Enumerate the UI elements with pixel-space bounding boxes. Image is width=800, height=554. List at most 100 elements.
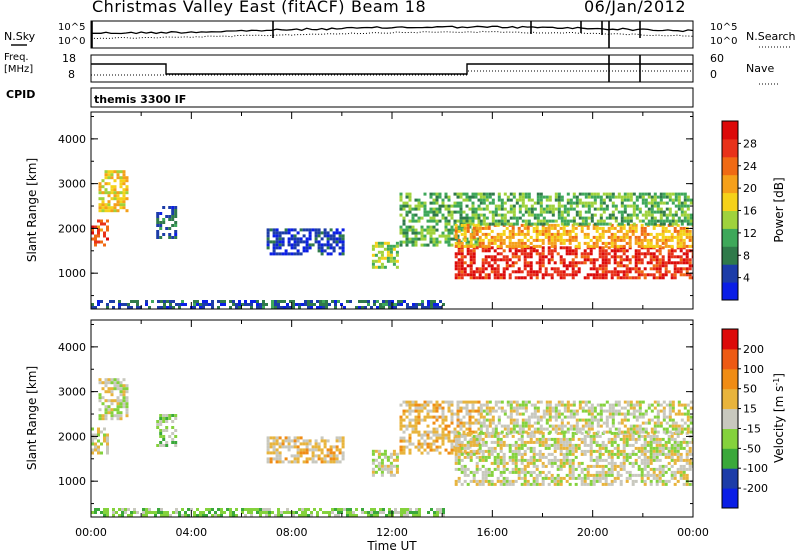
heatmap-cell xyxy=(163,511,166,514)
heatmap-cell xyxy=(256,306,259,309)
heatmap-cell xyxy=(688,449,692,453)
heatmap-cell xyxy=(283,511,286,514)
noise-sky-label: N.Sky xyxy=(4,30,36,43)
heatmap-cell xyxy=(610,255,614,259)
heatmap-cell xyxy=(571,446,575,450)
heatmap-cell xyxy=(608,195,612,199)
heatmap-cell xyxy=(604,446,608,450)
cpid-panel-frame xyxy=(90,87,694,108)
heatmap-cell xyxy=(535,252,539,256)
heatmap-cell xyxy=(429,216,433,220)
heatmap-cell xyxy=(592,482,596,486)
heatmap-cell xyxy=(656,424,660,428)
heatmap-cell xyxy=(481,473,485,477)
heatmap-cell xyxy=(475,267,479,271)
heatmap-cell xyxy=(664,238,668,242)
heatmap-cell xyxy=(509,427,513,431)
heatmap-cell xyxy=(444,234,448,238)
heatmap-cell xyxy=(601,470,605,474)
heatmap-cell xyxy=(457,458,461,462)
heatmap-cell xyxy=(677,204,681,208)
heatmap-cell xyxy=(116,384,120,388)
heatmap-cell xyxy=(554,409,558,413)
heatmap-cell xyxy=(101,197,105,201)
heatmap-cell xyxy=(644,412,648,416)
heatmap-cell xyxy=(493,270,497,274)
heatmap-cell xyxy=(399,445,403,449)
heatmap-cell xyxy=(652,276,656,280)
heatmap-cell xyxy=(517,467,521,471)
heatmap-cell xyxy=(646,232,650,236)
heatmap-cell xyxy=(281,231,285,235)
heatmap-cell xyxy=(371,467,375,471)
heatmap-cell xyxy=(655,467,659,471)
heatmap-cell xyxy=(656,409,660,413)
heatmap-cell xyxy=(296,460,300,464)
heatmap-cell xyxy=(536,195,540,199)
heatmap-cell xyxy=(653,216,657,220)
heatmap-cell xyxy=(559,261,563,265)
heatmap-cell xyxy=(631,437,635,441)
heatmap-cell xyxy=(116,399,120,403)
heatmap-cell xyxy=(411,240,415,244)
heatmap-cell xyxy=(159,444,163,447)
heatmap-cell xyxy=(469,238,473,242)
heatmap-cell xyxy=(556,476,560,480)
heatmap-cell xyxy=(652,226,656,230)
heatmap-cell xyxy=(622,264,626,268)
heatmap-cell xyxy=(485,198,489,202)
heatmap-cell xyxy=(527,418,531,422)
heatmap-cell xyxy=(370,508,373,511)
heatmap-cell xyxy=(472,249,476,253)
heatmap-cell xyxy=(682,226,686,230)
heatmap-cell xyxy=(205,303,208,306)
heatmap-cell xyxy=(278,252,282,256)
heatmap-cell xyxy=(557,403,561,407)
heatmap-cell xyxy=(405,213,409,217)
heatmap-cell xyxy=(104,173,108,177)
heatmap-cell xyxy=(438,445,442,449)
heatmap-cell xyxy=(533,409,537,413)
heatmap-cell xyxy=(332,234,336,238)
heatmap-cell xyxy=(178,514,181,517)
heatmap-cell xyxy=(402,436,406,440)
heatmap-cell xyxy=(580,482,584,486)
heatmap-cell xyxy=(628,226,632,230)
heatmap-cell xyxy=(106,442,109,446)
heatmap-cell xyxy=(477,439,481,443)
heatmap-cell xyxy=(518,424,522,428)
heatmap-cell xyxy=(487,273,491,277)
heatmap-cell xyxy=(454,223,458,227)
heatmap-cell xyxy=(284,436,288,440)
heatmap-cell xyxy=(162,438,166,441)
heatmap-cell xyxy=(275,442,279,446)
heatmap-cell xyxy=(405,204,409,208)
heatmap-cell xyxy=(563,207,567,211)
heatmap-cell xyxy=(310,300,313,303)
heatmap-cell xyxy=(613,226,617,230)
heatmap-cell xyxy=(496,276,500,280)
heatmap-cell xyxy=(647,222,651,226)
heatmap-cell xyxy=(646,443,650,447)
heatmap-cell xyxy=(408,192,412,196)
heatmap-cell xyxy=(541,443,545,447)
heatmap-cell xyxy=(632,192,636,196)
heatmap-cell xyxy=(496,238,500,242)
heatmap-cell xyxy=(106,219,109,223)
heatmap-cell xyxy=(574,238,578,242)
heatmap-cell xyxy=(619,473,623,477)
heatmap-cell xyxy=(118,514,121,517)
heatmap-cell xyxy=(432,415,436,419)
heatmap-cell xyxy=(523,470,527,474)
heatmap-cell xyxy=(613,273,617,277)
heatmap-cell xyxy=(159,441,163,444)
heatmap-cell xyxy=(608,427,612,431)
heatmap-cell xyxy=(610,470,614,474)
heatmap-cell xyxy=(107,390,111,394)
heatmap-cell xyxy=(450,430,454,434)
heatmap-cell xyxy=(408,219,412,223)
heatmap-cell xyxy=(444,216,448,220)
heatmap-cell xyxy=(341,436,345,440)
heatmap-cell xyxy=(521,427,525,431)
heatmap-cell xyxy=(457,440,461,444)
